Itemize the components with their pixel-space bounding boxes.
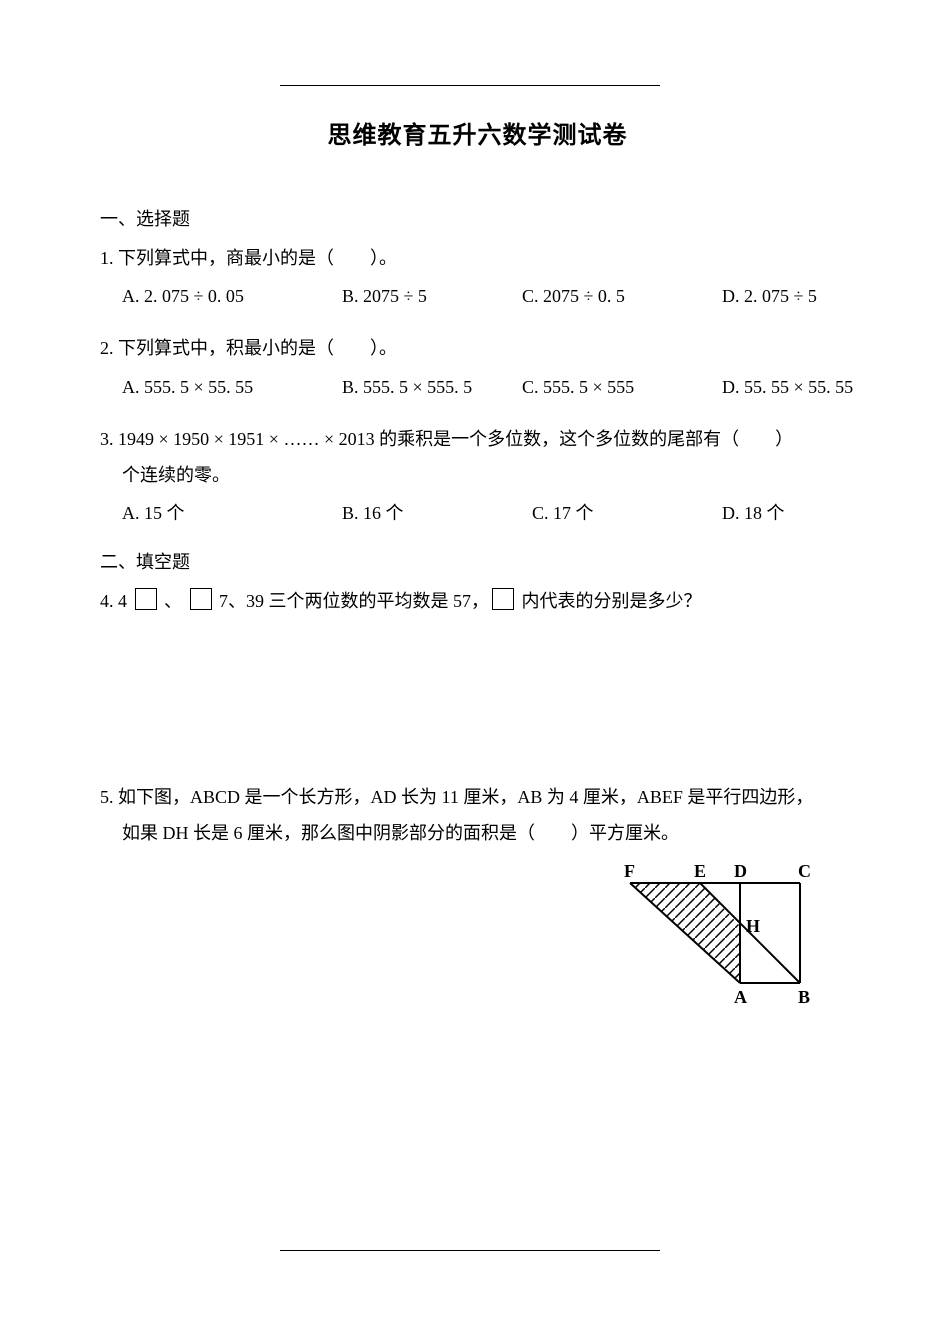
question-4: 4. 4 、 7、39 三个两位数的平均数是 57， 内代表的分别是多少？ bbox=[100, 584, 855, 618]
svg-text:E: E bbox=[694, 861, 706, 881]
q1-stem: 1. 下列算式中，商最小的是（ ）。 bbox=[100, 241, 855, 275]
parallelogram-rectangle-diagram: F E D C H A B bbox=[615, 858, 815, 1018]
page-content: 思维教育五升六数学测试卷 一、选择题 1. 下列算式中，商最小的是（ ）。 A.… bbox=[100, 115, 855, 856]
q3-option-d: D. 18 个 bbox=[722, 496, 785, 530]
q4-text-pre: 4. 4 bbox=[100, 591, 132, 611]
svg-text:B: B bbox=[798, 987, 810, 1007]
blank-box-3 bbox=[492, 588, 514, 610]
svg-text:F: F bbox=[624, 861, 635, 881]
q2-option-a: A. 555. 5 × 55. 55 bbox=[122, 370, 342, 404]
header-rule bbox=[280, 85, 660, 86]
q4-text-post: 内代表的分别是多少？ bbox=[517, 591, 702, 611]
q4-text-mid2: 7、39 三个两位数的平均数是 57， bbox=[215, 591, 490, 611]
svg-text:C: C bbox=[798, 861, 811, 881]
q2-option-c: C. 555. 5 × 555 bbox=[522, 370, 722, 404]
section-1-heading: 一、选择题 bbox=[100, 205, 855, 231]
q1-option-a: A. 2. 075 ÷ 0. 05 bbox=[122, 279, 342, 313]
q5-stem-line2: 如果 DH 长是 6 厘米，那么图中阴影部分的面积是（ ）平方厘米。 bbox=[100, 816, 855, 850]
question-3: 3. 1949 × 1950 × 1951 × …… × 2013 的乘积是一个… bbox=[100, 422, 855, 531]
q1-option-c: C. 2075 ÷ 0. 5 bbox=[522, 279, 722, 313]
blank-box-2 bbox=[190, 588, 212, 610]
q1-option-d: D. 2. 075 ÷ 5 bbox=[722, 279, 817, 313]
answer-space-q4 bbox=[100, 625, 855, 780]
q3-stem-line1: 3. 1949 × 1950 × 1951 × …… × 2013 的乘积是一个… bbox=[100, 422, 855, 456]
question-2: 2. 下列算式中，积最小的是（ ）。 A. 555. 5 × 55. 55 B.… bbox=[100, 331, 855, 403]
q3-option-c: C. 17 个 bbox=[532, 496, 722, 530]
footer-rule bbox=[280, 1250, 660, 1251]
q1-option-b: B. 2075 ÷ 5 bbox=[342, 279, 522, 313]
question-1: 1. 下列算式中，商最小的是（ ）。 A. 2. 075 ÷ 0. 05 B. … bbox=[100, 241, 855, 313]
blank-box-1 bbox=[135, 588, 157, 610]
q2-option-d: D. 55. 55 × 55. 55 bbox=[722, 370, 853, 404]
q3-option-b: B. 16 个 bbox=[342, 496, 532, 530]
section-2-heading: 二、填空题 bbox=[100, 548, 855, 574]
svg-text:D: D bbox=[734, 861, 747, 881]
exam-title: 思维教育五升六数学测试卷 bbox=[100, 115, 855, 150]
q3-options: A. 15 个 B. 16 个 C. 17 个 D. 18 个 bbox=[100, 496, 855, 530]
q2-stem: 2. 下列算式中，积最小的是（ ）。 bbox=[100, 331, 855, 365]
q1-options: A. 2. 075 ÷ 0. 05 B. 2075 ÷ 5 C. 2075 ÷ … bbox=[100, 279, 855, 313]
q3-stem-line2: 个连续的零。 bbox=[100, 458, 855, 492]
q2-option-b: B. 555. 5 × 555. 5 bbox=[342, 370, 522, 404]
svg-text:H: H bbox=[746, 916, 760, 936]
q5-stem-line1: 5. 如下图，ABCD 是一个长方形，AD 长为 11 厘米，AB 为 4 厘米… bbox=[100, 780, 855, 814]
geometry-figure: F E D C H A B bbox=[615, 858, 815, 1029]
question-5: 5. 如下图，ABCD 是一个长方形，AD 长为 11 厘米，AB 为 4 厘米… bbox=[100, 780, 855, 850]
q3-option-a: A. 15 个 bbox=[122, 496, 342, 530]
q4-text-mid1: 、 bbox=[160, 591, 187, 611]
svg-text:A: A bbox=[734, 987, 747, 1007]
q2-options: A. 555. 5 × 55. 55 B. 555. 5 × 555. 5 C.… bbox=[100, 370, 855, 404]
